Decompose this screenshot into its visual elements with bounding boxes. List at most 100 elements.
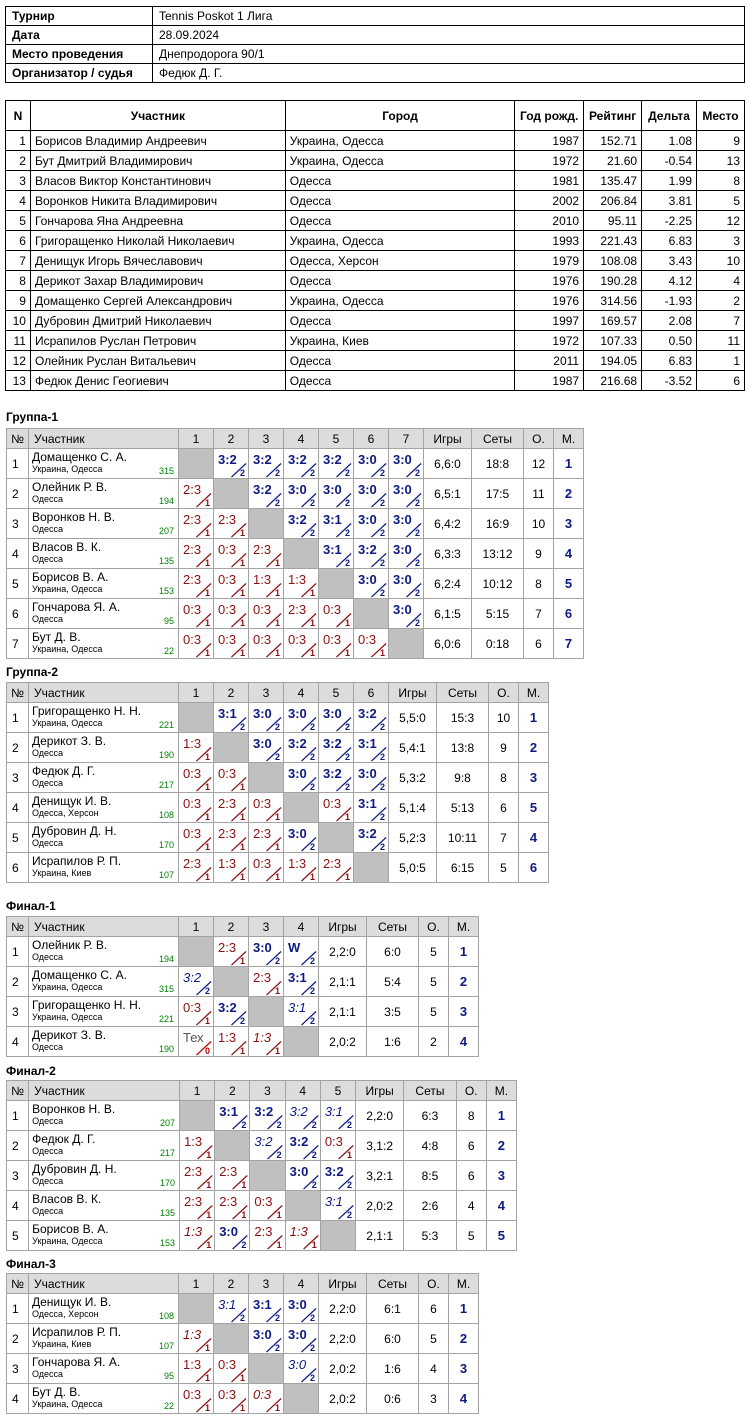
match-score-cell: 1:3 1 [283,852,319,883]
player-city: Одесса [32,952,64,962]
match-score-cell: 2:3 1 [178,852,214,883]
match-score-cell: 2:3 1 [178,508,214,539]
match-score-cell: 0:3 1 [178,1383,214,1414]
col-header-player: Участник [28,1080,180,1101]
score-slash [196,493,212,508]
match-score: 3:0 [393,512,412,527]
score-slash [336,717,352,732]
player-place: 2 [518,732,549,763]
match-score-cell: 3:1 2 [318,538,354,569]
col-header-opponent-3: 3 [248,916,284,937]
player-cell: Олейник Р. В. Одесса 194 [28,936,179,967]
player-name: Гончарова Я. А. [32,600,121,614]
cell-place: 4 [696,270,745,291]
cell-place: 6 [696,370,745,391]
score-slash [232,1175,248,1190]
match-score-cell: 3:0 2 [388,598,424,629]
player-games: 2,0:2 [318,1353,367,1384]
cell-number: 6 [5,230,31,251]
match-points: 2 [311,1120,317,1130]
score-slash [301,1338,317,1353]
col-header-sets: Сеты [366,1273,419,1294]
score-slash [336,523,352,538]
player-name: Борисов В. А. [32,570,109,584]
player-rating: 207 [158,526,174,536]
score-slash [406,613,422,628]
match-score: 3:1 [323,512,342,527]
player-sets: 18:8 [471,448,524,479]
match-points: 1 [274,648,280,658]
match-points: 2 [379,842,385,852]
diagonal-cell [178,702,214,733]
group-header-row: № Участник 1 2 3 4 5 Игры Сеты О. М. [5,1080,518,1101]
score-slash [266,867,282,882]
score-slash [301,777,317,792]
group-table: № Участник 1 2 3 4 Игры Сеты О. М. 1 Денищук И. В. О… [6,1273,479,1414]
group-player-row: 4 Власов В. К. Одесса 135 2:3 1 2:3 1 0:3 1 3:1 2 2,… [5,1190,518,1221]
score-slash [196,1398,212,1413]
player-name: Власов В. К. [32,540,102,554]
match-score-cell: 3:1 2 [353,792,389,823]
score-slash [266,807,282,822]
player-name: Бут Д. В. [32,1385,81,1399]
match-score-cell: 1:3 1 [213,852,249,883]
match-score: 3:0 [288,1357,307,1372]
match-points: 2 [309,1373,315,1383]
match-points: 1 [309,872,315,882]
match-score: 1:3 [253,572,272,587]
match-score-cell: 2:3 1 [178,1190,216,1221]
cell-number: 8 [5,270,31,291]
player-points: 5 [455,1220,487,1251]
match-score-cell: 2:3 1 [213,792,249,823]
score-slash [231,523,247,538]
col-header-games: Игры [355,1080,405,1101]
diagonal-cell [388,628,424,659]
participant-row: 5 Гончарова Яна Андреевна Одесса 2010 95.11-… [5,210,745,231]
player-sets: 17:5 [471,478,524,509]
player-cell: Дерикот З. В. Одесса 190 [28,1026,179,1057]
group-table: № Участник 1 2 3 4 5 6 Игры Сеты О. М. 1 Григоращенко… [6,682,549,883]
col-header-opponent-4: 4 [284,1080,321,1101]
match-points: 0 [204,1046,210,1056]
participants-table: N Участник Город Год рожд. Рейтинг Дельт… [5,100,745,391]
player-points: 10 [488,702,519,733]
cell-delta: -2.25 [641,210,697,231]
match-score-cell: 3:1 2 [283,966,319,997]
player-sets: 3:5 [366,996,419,1027]
score-slash [232,1205,248,1220]
cell-number: 11 [5,330,31,351]
player-rating: 190 [158,1044,174,1054]
col-header-birth-year: Год рожд. [514,100,585,131]
match-points: 1 [347,1150,353,1160]
score-slash [336,463,352,478]
match-score-cell: 2:3 1 [213,936,249,967]
match-points: 1 [309,648,315,658]
col-header-opponent-3: 3 [248,1273,284,1294]
match-points: 1 [204,1403,210,1413]
match-points: 1 [239,528,245,538]
match-score: 2:3 [218,512,237,527]
match-points: 2 [344,782,350,792]
score-slash [301,717,317,732]
group-table: № Участник 1 2 3 4 5 6 7 Игры Сеты О. М. 1 Домащенко С… [6,428,584,659]
score-slash [301,523,317,538]
score-slash [302,1145,319,1160]
cell-number: 3 [5,170,31,191]
player-number: 5 [5,1220,30,1251]
match-points: 1 [241,1180,247,1190]
score-slash [301,867,317,882]
player-cell: Бут Д. В. Украина, Одесса 22 [28,1383,179,1414]
match-score-cell: 2:3 1 [178,538,214,569]
cell-name: Гончарова Яна Андреевна [29,210,286,231]
group-player-row: 4 Бут Д. В. Украина, Одесса 22 0:3 1 0:3 1 0:3 1 2… [6,1383,479,1414]
cell-rating: 21.60 [583,150,643,171]
player-points: 12 [523,448,554,479]
player-number: 4 [5,1190,30,1221]
score-slash [197,1235,213,1250]
score-slash [371,523,387,538]
player-rating: 153 [158,586,174,596]
player-games: 5,2:3 [388,822,437,853]
match-score: 2:3 [219,1164,238,1179]
match-points: 1 [204,558,210,568]
score-slash [337,1205,354,1220]
